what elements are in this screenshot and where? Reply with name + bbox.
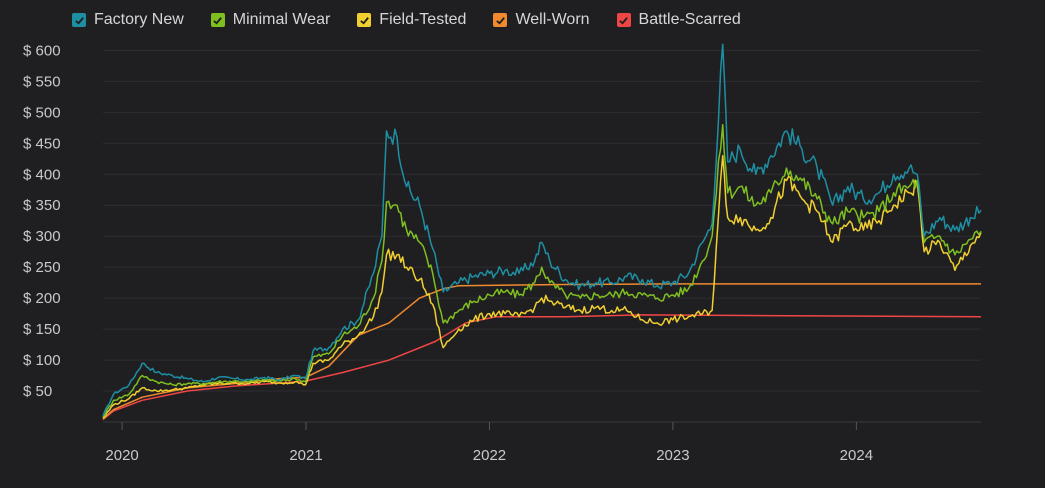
grid-lines <box>103 49 981 423</box>
checkbox-icon[interactable] <box>210 13 225 27</box>
legend-label: Well-Worn <box>515 11 590 28</box>
y-tick-label: $ 50 <box>23 383 52 400</box>
series-line-battle-scarred[interactable] <box>102 314 982 421</box>
y-tick-label: $ 250 <box>23 259 61 276</box>
y-axis-ticks: $ 50 $ 100 $ 150 $ 200 $ 250 $ 300 $ 350 $ 400 $… <box>23 42 61 400</box>
x-tick-label: 2023 <box>656 447 689 464</box>
y-tick-label: $ 300 <box>23 228 61 245</box>
y-tick-label: $ 200 <box>23 290 61 307</box>
x-tick-label: 2022 <box>473 447 506 464</box>
y-tick-label: $ 600 <box>23 42 61 59</box>
legend-label: Minimal Wear <box>232 11 331 28</box>
series-line-field-tested[interactable] <box>102 154 982 419</box>
series-line-well-worn[interactable] <box>102 283 981 420</box>
legend-label: Field-Tested <box>379 11 467 28</box>
y-tick-label: $ 450 <box>23 135 61 152</box>
checkbox-icon[interactable] <box>616 13 631 27</box>
chart-legend: Factory New Minimal Wear Field-Tested We… <box>72 8 768 32</box>
legend-item-minimal-wear[interactable]: Minimal Wear <box>210 11 331 29</box>
legend-item-factory-new[interactable]: Factory New <box>72 11 184 29</box>
legend-item-field-tested[interactable]: Field-Tested <box>357 11 466 29</box>
checkbox-icon[interactable] <box>357 13 372 27</box>
y-tick-label: $ 400 <box>23 166 61 183</box>
x-axis-ticks: 2020 2021 2022 2023 2024 <box>105 422 873 464</box>
y-tick-label: $ 500 <box>23 104 61 121</box>
y-tick-label: $ 100 <box>23 352 61 369</box>
series-line-factory-new[interactable] <box>102 43 982 417</box>
x-tick-label: 2020 <box>105 447 138 464</box>
legend-label: Factory New <box>94 11 184 28</box>
checkbox-icon[interactable] <box>72 13 86 27</box>
series-lines <box>102 43 982 421</box>
x-tick-label: 2021 <box>289 447 322 464</box>
y-tick-label: $ 550 <box>23 73 61 90</box>
legend-item-well-worn[interactable]: Well-Worn <box>493 11 590 29</box>
y-tick-label: $ 150 <box>23 321 61 338</box>
checkbox-icon[interactable] <box>493 13 508 27</box>
legend-item-battle-scarred[interactable]: Battle-Scarred <box>616 11 741 29</box>
y-tick-label: $ 350 <box>23 197 61 214</box>
x-tick-label: 2024 <box>840 447 873 464</box>
series-line-minimal-wear[interactable] <box>102 123 982 418</box>
legend-label: Battle-Scarred <box>638 11 741 28</box>
